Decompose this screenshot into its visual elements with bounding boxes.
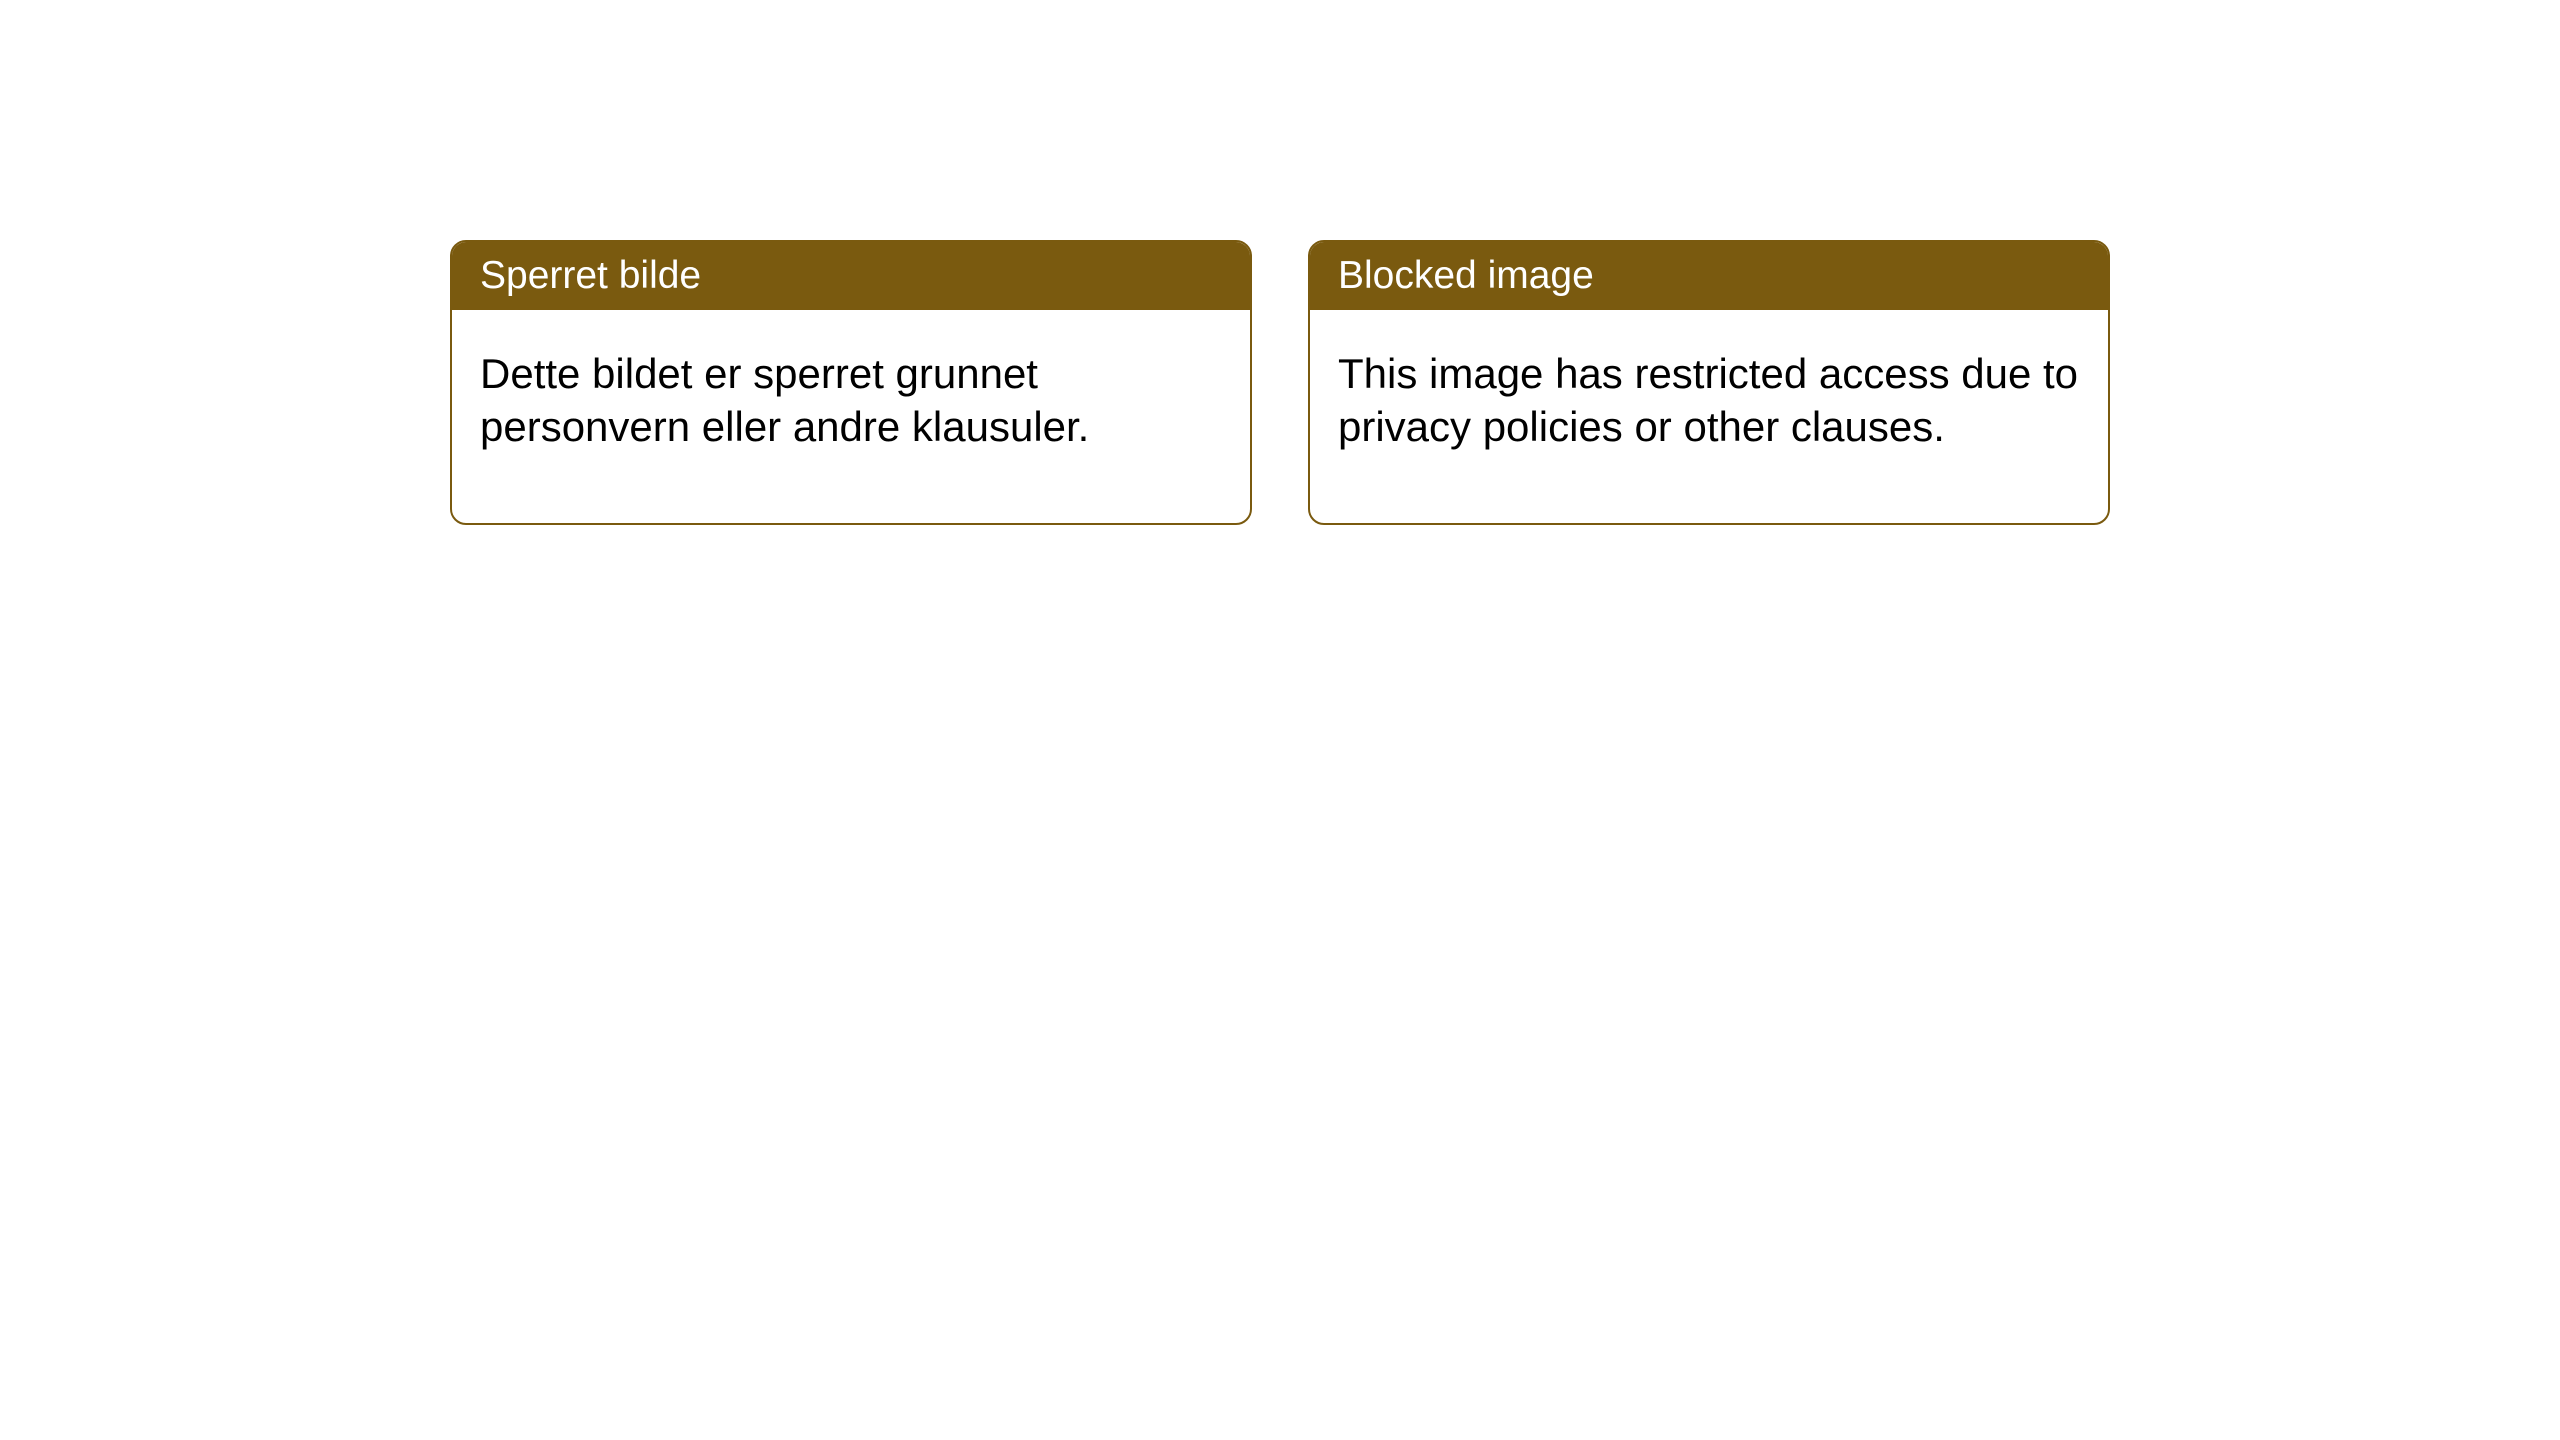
notice-body: This image has restricted access due to … bbox=[1310, 310, 2108, 523]
notice-text: Dette bildet er sperret grunnet personve… bbox=[480, 350, 1089, 450]
notice-title: Sperret bilde bbox=[480, 254, 701, 297]
notice-header: Sperret bilde bbox=[452, 242, 1250, 310]
notice-header: Blocked image bbox=[1310, 242, 2108, 310]
notice-container: Sperret bilde Dette bildet er sperret gr… bbox=[450, 240, 2110, 525]
notice-box-english: Blocked image This image has restricted … bbox=[1308, 240, 2110, 525]
notice-box-norwegian: Sperret bilde Dette bildet er sperret gr… bbox=[450, 240, 1252, 525]
notice-text: This image has restricted access due to … bbox=[1338, 350, 2078, 450]
notice-title: Blocked image bbox=[1338, 254, 1594, 297]
notice-body: Dette bildet er sperret grunnet personve… bbox=[452, 310, 1250, 523]
